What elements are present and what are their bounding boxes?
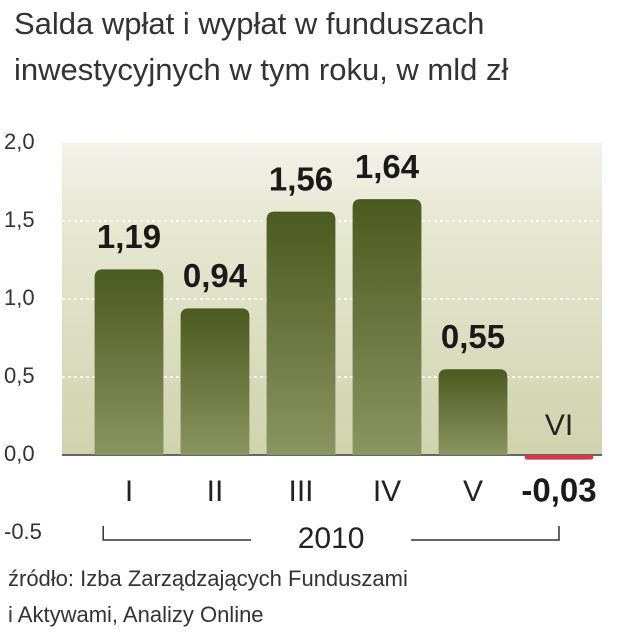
y-tick-label: -0.5: [4, 519, 42, 544]
bar: [266, 211, 336, 455]
y-tick-label: 1,5: [4, 207, 35, 232]
x-tick-label: IV: [373, 475, 401, 508]
bar: [352, 199, 422, 455]
chart-title: Salda wpłat i wypłat w funduszach: [14, 6, 484, 41]
bracket: [102, 526, 560, 541]
source: i Aktywami, Analizy Online: [8, 602, 264, 627]
y-tick-label: 1,0: [4, 285, 35, 310]
value-label: 0,55: [441, 318, 505, 355]
x-axis-label: 2010: [298, 522, 365, 555]
y-tick-label: 0,0: [4, 441, 35, 466]
x-tick-label: I: [125, 475, 133, 508]
bar: [524, 455, 594, 460]
bar: [438, 369, 508, 455]
chart-title: inwestycyjnych w tym roku, w mld zł: [14, 52, 508, 87]
bar: [180, 308, 250, 455]
value-label: 0,94: [183, 257, 248, 294]
source: źródło: Izba Zarządzających Funduszami: [8, 566, 408, 591]
value-label: 1,56: [269, 160, 333, 197]
value-label: 1,64: [355, 148, 420, 185]
x-tick-label: III: [288, 475, 313, 508]
x-tick-label: II: [207, 475, 224, 508]
y-tick-label: 0,5: [4, 363, 35, 388]
x-tick-label: V: [463, 475, 483, 508]
value-label: 1,19: [97, 218, 161, 255]
value-label: -0,03: [521, 472, 596, 509]
y-tick-label: 2,0: [4, 129, 35, 154]
x-tick-label: VI: [545, 409, 573, 442]
bar: [94, 269, 164, 455]
